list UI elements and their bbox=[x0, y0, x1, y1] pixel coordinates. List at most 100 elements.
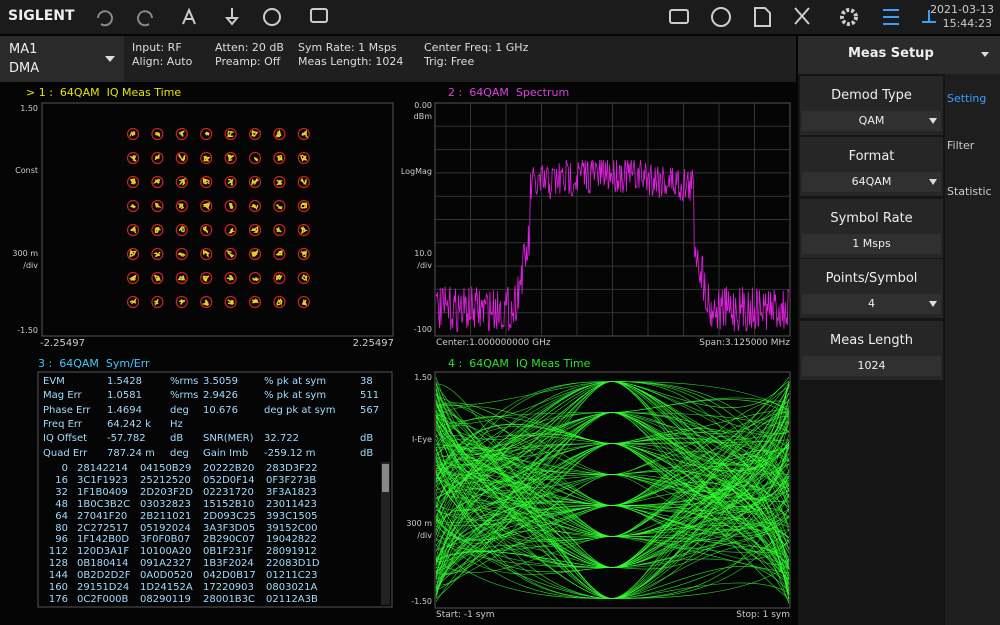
metric-cell: Freq Err bbox=[43, 418, 82, 430]
table-frame bbox=[37, 371, 393, 608]
metric-cell: dB bbox=[170, 433, 184, 445]
setting-value-box bbox=[802, 356, 941, 376]
side-tab[interactable]: Filter bbox=[947, 139, 975, 152]
symbol-word: 02231720 bbox=[203, 486, 254, 498]
setting-label[interactable]: Format bbox=[848, 149, 895, 164]
symbol-cluster bbox=[202, 249, 211, 258]
eye-frame bbox=[434, 371, 791, 609]
setting-value[interactable]: 64QAM bbox=[851, 175, 892, 188]
time: 15:44:23 bbox=[942, 17, 992, 30]
menu-icon[interactable] bbox=[883, 9, 899, 25]
setting-value[interactable]: QAM bbox=[858, 114, 885, 127]
marker-icon[interactable] bbox=[182, 7, 196, 25]
eye-trace bbox=[435, 441, 790, 574]
trig: Trig: Free bbox=[424, 55, 475, 68]
mode-box[interactable] bbox=[0, 36, 124, 82]
meas-length: Meas Length: 1024 bbox=[298, 55, 404, 68]
symbol-word: 39152C00 bbox=[266, 522, 318, 534]
atten: Atten: 20 dB bbox=[215, 41, 284, 54]
side-tab[interactable]: Setting bbox=[947, 92, 987, 105]
spectrum-plot bbox=[435, 103, 790, 336]
setting-label[interactable]: Demod Type bbox=[831, 88, 912, 103]
y-axis-label: -1.50 bbox=[17, 326, 38, 335]
ideal-point bbox=[297, 127, 310, 141]
settings-icon[interactable] bbox=[840, 8, 858, 26]
reset-icon[interactable] bbox=[263, 8, 281, 26]
symbol-cluster bbox=[202, 275, 210, 283]
constellation-frame bbox=[41, 102, 394, 337]
symbol-cluster bbox=[154, 132, 161, 137]
camera-icon[interactable] bbox=[669, 9, 689, 24]
undo-icon[interactable] bbox=[97, 10, 113, 27]
eye-trace bbox=[435, 381, 790, 489]
setting-value-box bbox=[802, 234, 941, 254]
symbol-cluster bbox=[275, 204, 283, 210]
ideal-point bbox=[248, 223, 262, 237]
symbol-cluster bbox=[300, 202, 308, 209]
metric-cell: Mag Err bbox=[43, 390, 82, 402]
message-icon[interactable] bbox=[310, 8, 328, 23]
symbol-index: 64 bbox=[55, 510, 68, 522]
redo-icon[interactable] bbox=[137, 10, 153, 27]
symbol-index: 160 bbox=[48, 582, 68, 593]
mode[interactable]: MA1 bbox=[9, 42, 38, 57]
submode[interactable]: DMA bbox=[9, 61, 40, 76]
network-icon[interactable] bbox=[922, 10, 936, 23]
ideal-point bbox=[248, 127, 262, 141]
setting-value[interactable]: 4 bbox=[868, 297, 875, 310]
symbol-cluster bbox=[276, 227, 282, 233]
ideal-point bbox=[224, 247, 237, 261]
metric-cell: dB bbox=[360, 433, 374, 445]
y-axis-label: /div bbox=[23, 261, 38, 270]
side-title: Meas Setup bbox=[848, 46, 934, 61]
symbol-word: 29151D24 bbox=[77, 582, 130, 593]
y-axis-label: Const bbox=[15, 166, 38, 175]
symbol-cluster bbox=[203, 155, 211, 162]
metric-cell: %rms bbox=[170, 390, 199, 402]
metric-cell: 38 bbox=[360, 376, 373, 387]
y-axis-label: dBm bbox=[413, 112, 432, 121]
symbol-cluster bbox=[226, 274, 235, 281]
symbol-word: 283D3F22 bbox=[266, 463, 318, 474]
symbol-word: 091A2327 bbox=[140, 558, 192, 570]
ideal-point bbox=[297, 175, 310, 189]
eye-trace bbox=[435, 377, 790, 568]
metric-cell: 2.9426 bbox=[203, 390, 238, 402]
setting-value[interactable]: 1 Msps bbox=[852, 237, 891, 250]
x-axis-label: 2.25497 bbox=[352, 338, 394, 349]
side-tab[interactable]: Statistic bbox=[947, 185, 992, 198]
symbol-cluster bbox=[251, 249, 259, 257]
scrollbar[interactable] bbox=[381, 462, 390, 605]
ideal-point bbox=[175, 247, 188, 261]
symbol-cluster bbox=[177, 203, 185, 210]
y-axis-label: 1.50 bbox=[414, 373, 432, 382]
scroll-thumb[interactable] bbox=[382, 464, 389, 492]
metric-cell: 32.722 bbox=[264, 433, 299, 445]
symbol-cluster bbox=[130, 225, 137, 234]
setting-value[interactable]: 1024 bbox=[857, 359, 886, 372]
help-icon[interactable] bbox=[711, 7, 731, 27]
ideal-point bbox=[248, 247, 262, 261]
ideal-point bbox=[200, 175, 213, 189]
ideal-point bbox=[175, 295, 188, 309]
symbol-index: 144 bbox=[48, 570, 68, 582]
metric-cell: Hz bbox=[170, 418, 183, 430]
symbol-word: 23011423 bbox=[266, 498, 317, 510]
setting-label[interactable]: Symbol Rate bbox=[830, 211, 913, 226]
file-icon[interactable] bbox=[754, 7, 771, 27]
ideal-point bbox=[126, 247, 140, 261]
setting-label[interactable]: Points/Symbol bbox=[825, 271, 918, 286]
symbol-cluster bbox=[202, 226, 209, 234]
ideal-point bbox=[200, 151, 213, 165]
metric-cell: 1.0581 bbox=[107, 390, 142, 402]
metric-cell: Quad Err bbox=[43, 447, 88, 459]
symbol-cluster bbox=[129, 131, 136, 137]
align: Align: Auto bbox=[132, 55, 193, 68]
symbol-cluster bbox=[204, 131, 210, 136]
peak-icon[interactable] bbox=[224, 8, 240, 26]
symbol-cluster bbox=[275, 249, 283, 256]
tools-icon[interactable] bbox=[794, 7, 810, 25]
ideal-point bbox=[126, 151, 140, 165]
setting-label[interactable]: Meas Length bbox=[830, 333, 913, 348]
